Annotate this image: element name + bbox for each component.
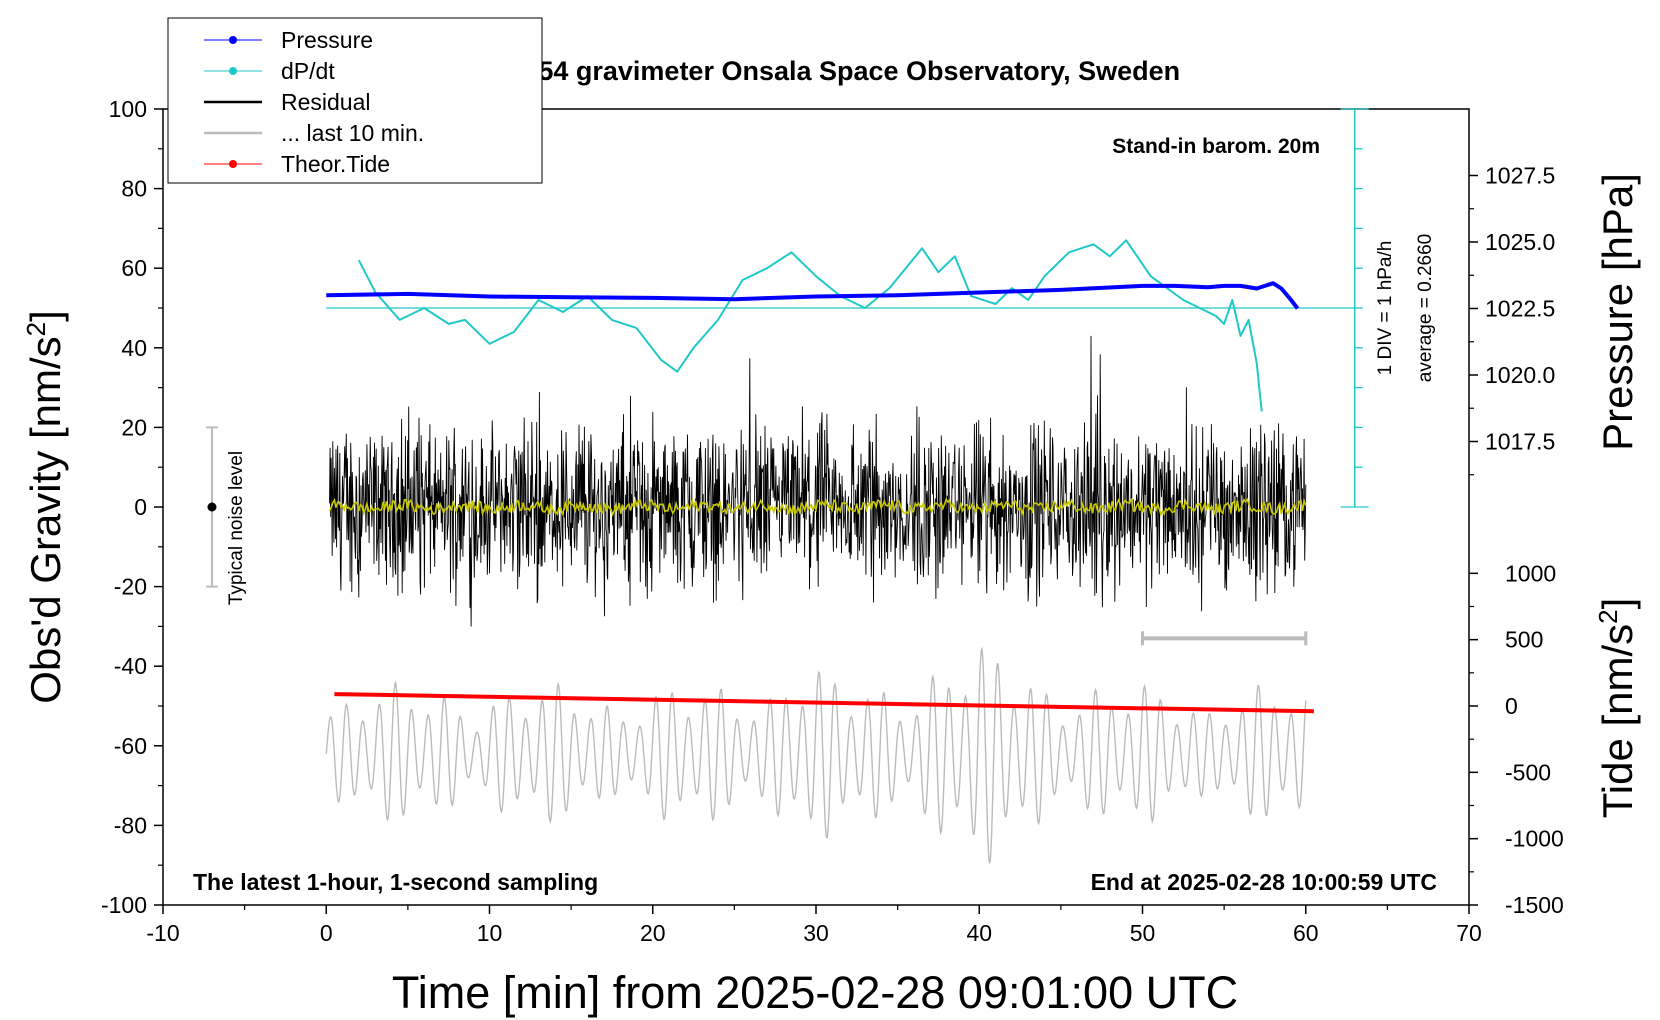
noise-level-marker <box>205 426 218 588</box>
x-tick-label: 20 <box>640 920 666 946</box>
dpdt-average-label: average = 0.2660 <box>1415 234 1436 382</box>
x-tick-label: 0 <box>320 920 333 946</box>
gravity-axis-ticks: 100 80 60 40 20 0 -20 -40 -60 -80 -100 <box>101 96 163 918</box>
ten-minute-bar <box>1141 631 1308 646</box>
tide-tick-label: 1000 <box>1505 560 1556 586</box>
last-10-min-line <box>325 646 1307 864</box>
pressure-series <box>326 281 1300 310</box>
residual-line <box>329 335 1307 627</box>
last-10-min-series <box>325 646 1307 864</box>
y-axis-label-gravity: Obs'd Gravity [nm/s2] <box>21 310 69 704</box>
x-tick-label: 50 <box>1130 920 1156 946</box>
pressure-tick-label: 1025.0 <box>1485 229 1555 255</box>
y-axis-label-tide-sup: 2 <box>1593 609 1623 623</box>
theor-tide-series <box>334 692 1314 714</box>
y-axis-label-pressure: Pressure [hPa] <box>1594 173 1641 451</box>
gravity-tick-label: -100 <box>101 892 147 918</box>
y-axis-label-gravity-sup: 2 <box>21 322 51 336</box>
legend-swatch-dot <box>229 36 237 44</box>
x-tick-label: 60 <box>1293 920 1319 946</box>
pressure-line <box>326 281 1300 310</box>
barometer-annotation: Stand-in barom. 20m <box>1112 135 1320 158</box>
pressure-tick-label: 1020.0 <box>1485 362 1555 388</box>
legend-label: ... last 10 min. <box>281 120 424 146</box>
legend-box <box>167 17 543 184</box>
gravity-tick-label: -60 <box>114 733 147 759</box>
y-axis-label-gravity-main: Obs'd Gravity [nm/s <box>22 336 69 703</box>
theor-tide-line <box>334 692 1314 714</box>
noise-center-dot <box>207 502 217 512</box>
legend: Pressure dP/dt Residual ... last 10 min. The… <box>167 17 543 184</box>
legend-label: Theor.Tide <box>281 151 390 177</box>
legend-label: dP/dt <box>281 58 335 84</box>
tide-tick-label: 0 <box>1505 693 1518 719</box>
end-time-annotation: End at 2025-02-28 10:00:59 UTC <box>1091 869 1437 895</box>
y-axis-label-tide-end: ] <box>1594 598 1641 610</box>
chart-title: SCG_054 gravimeter Onsala Space Observat… <box>450 56 1180 86</box>
gravity-tick-label: 60 <box>121 255 147 281</box>
gravity-tick-label: -20 <box>114 574 147 600</box>
dpdt-line <box>358 239 1263 412</box>
x-axis-label: Time [min] from 2025-02-28 09:01:00 UTC <box>392 967 1238 1018</box>
legend-swatch-dot <box>229 67 237 75</box>
tide-tick-label: -1500 <box>1505 892 1564 918</box>
gravity-tick-label: 0 <box>134 494 147 520</box>
pressure-tick-label: 1027.5 <box>1485 163 1555 189</box>
dpdt-series <box>358 239 1263 412</box>
pressure-axis-ticks: 1027.5 1025.0 1022.5 1020.0 1017.5 <box>1469 163 1555 476</box>
noise-level-label: Typical noise level <box>226 451 247 605</box>
legend-label: Residual <box>281 89 371 115</box>
gravity-tick-label: -40 <box>114 653 147 679</box>
pressure-tick-label: 1022.5 <box>1485 296 1555 322</box>
x-tick-label: 30 <box>803 920 829 946</box>
gravity-tick-label: 20 <box>121 414 147 440</box>
pressure-tick-label: 1017.5 <box>1485 429 1555 455</box>
x-tick-label: 70 <box>1456 920 1482 946</box>
y-axis-label-gravity-end: ] <box>22 310 69 322</box>
y-axis-label-tide-main: Tide [nm/s <box>1594 624 1641 819</box>
dpdt-scale-label: 1 DIV = 1 hPa/h <box>1375 241 1396 376</box>
x-tick-label: 10 <box>477 920 503 946</box>
legend-swatch-dot <box>229 160 237 168</box>
residual-smoothed-series <box>328 497 1307 517</box>
tide-axis-ticks: 1000 500 0 -500 -1000 -1500 <box>1469 560 1564 918</box>
residual-smoothed-line <box>328 497 1307 517</box>
gravity-tick-label: 80 <box>121 176 147 202</box>
gravity-tick-label: 100 <box>109 96 147 122</box>
legend-label: Pressure <box>281 27 373 53</box>
tide-tick-label: -1000 <box>1505 826 1564 852</box>
gravity-tick-label: 40 <box>121 335 147 361</box>
dpdt-scale <box>326 108 1369 508</box>
gravity-tick-label: -80 <box>114 812 147 838</box>
x-tick-label: -10 <box>146 920 179 946</box>
x-tick-label: 40 <box>966 920 992 946</box>
x-axis-ticks: -10 0 10 20 30 40 50 60 70 <box>146 905 1482 946</box>
y-axis-label-tide: Tide [nm/s2] <box>1593 598 1641 819</box>
tide-tick-label: -500 <box>1505 759 1551 785</box>
residual-series <box>329 335 1307 627</box>
sampling-annotation: The latest 1-hour, 1-second sampling <box>193 869 598 895</box>
tide-tick-label: 500 <box>1505 627 1543 653</box>
